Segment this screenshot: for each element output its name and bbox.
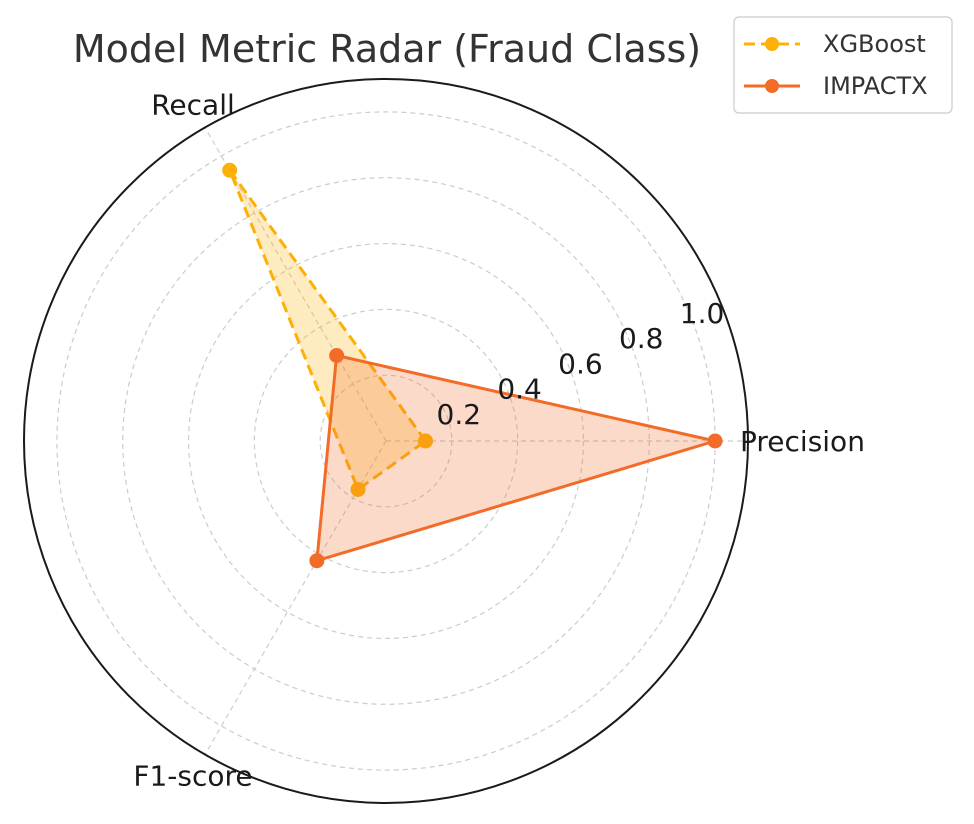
r-tick-label: 0.6 (558, 347, 603, 380)
point-xgboost-recall (222, 162, 238, 178)
r-tick-label: 1.0 (680, 297, 725, 330)
legend-label-xgboost: XGBoost (823, 30, 926, 58)
series-fill-xgboost (229, 170, 426, 490)
legend-box (733, 16, 953, 114)
label-layer: 0.2 0.4 0.6 0.8 1.0 Precision Recall F1-score (133, 89, 865, 793)
axis-label-recall: Recall (151, 89, 235, 122)
grid-ring-2 (253, 308, 519, 574)
r-tick-label: 0.8 (619, 322, 664, 355)
point-xgboost-f1-score (350, 481, 366, 497)
series-line-xgboost (228, 168, 427, 491)
r-tick-label: 0.4 (497, 373, 542, 406)
legend-marker-impactx (765, 79, 779, 93)
point-xgboost-precision (417, 433, 433, 449)
point-impactx-recall (329, 347, 345, 363)
legend: XGBoost IMPACTX (733, 16, 953, 114)
point-impactx-precision (707, 433, 723, 449)
series-fill-impactx (316, 355, 716, 561)
legend-marker-xgboost (765, 37, 779, 51)
grid-layer (23, 78, 749, 804)
series-line-impactx (315, 354, 717, 563)
axis-label-f1-score: F1-score (133, 759, 252, 792)
grid-ring-3 (187, 242, 585, 640)
series-xgboost (222, 162, 433, 497)
legend-label-impactx: IMPACTX (823, 72, 928, 100)
spoke-f1-score (204, 440, 387, 755)
r-tick-label: 0.2 (437, 398, 482, 431)
series-layer (222, 162, 723, 569)
axis-label-precision: Precision (740, 425, 865, 458)
outer-ring (23, 78, 749, 804)
chart-title: Model Metric Radar (Fraud Class) (73, 27, 701, 71)
point-impactx-f1-score (309, 553, 325, 569)
series-impactx (309, 347, 723, 569)
